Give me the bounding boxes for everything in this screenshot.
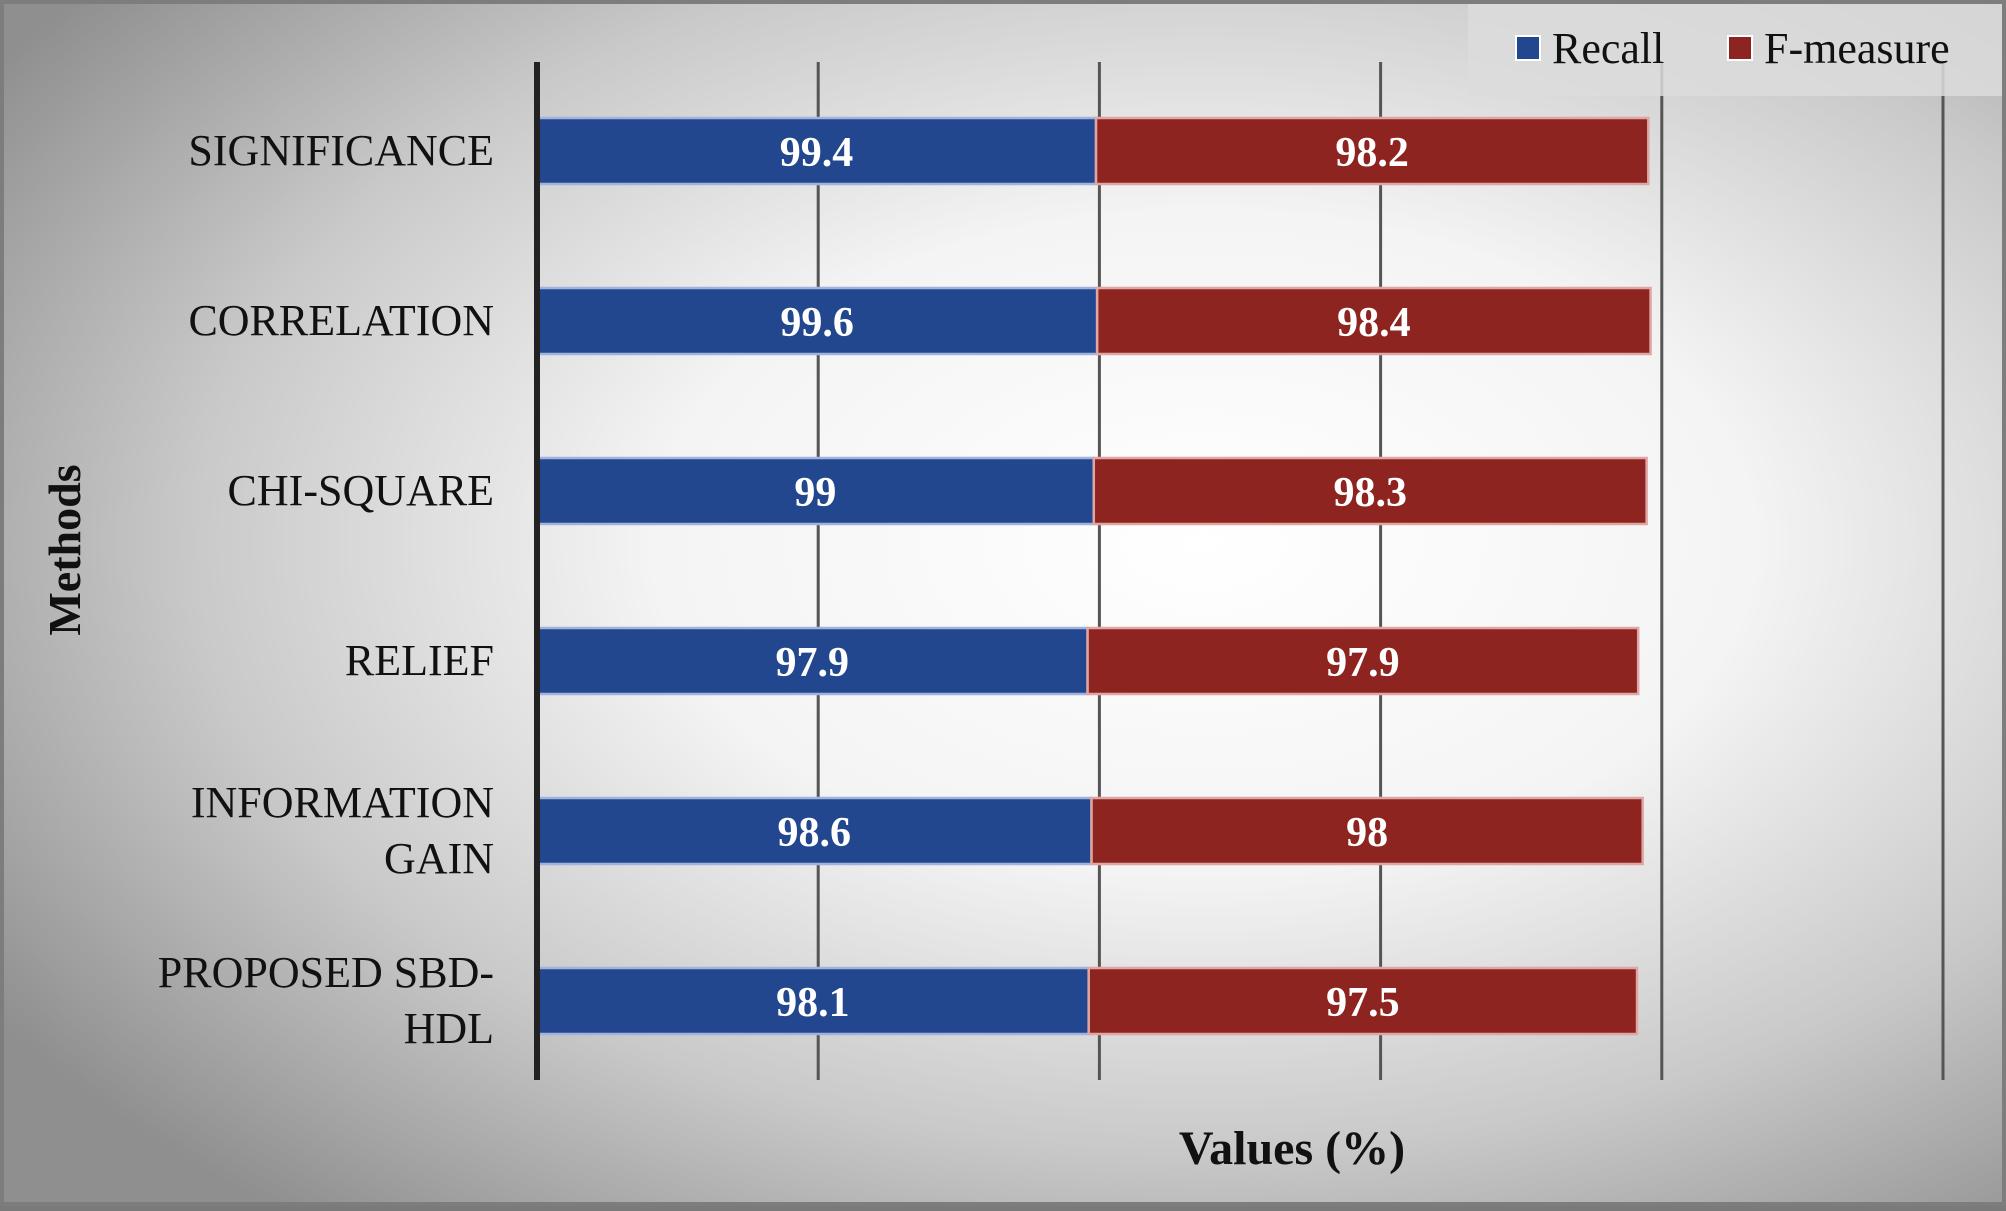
data-label-recall-3: 99 [794, 470, 836, 516]
category-label-3-line-1: CHI-SQUARE [228, 466, 494, 515]
data-label-f-measure-1: 98.2 [1335, 130, 1409, 176]
bar-recall-5 [535, 796, 1093, 866]
data-label-recall-6: 98.1 [776, 980, 850, 1026]
category-label-1: SIGNIFICANCE [188, 126, 494, 175]
data-label-f-measure-2: 98.4 [1337, 300, 1411, 346]
bar-recall-1 [535, 116, 1098, 186]
category-label-3: CHI-SQUARE [228, 466, 494, 515]
category-label-2-line-1: CORRELATION [188, 296, 494, 345]
category-label-6: PROPOSED SBD- HDL [158, 948, 494, 1053]
data-label-recall-1: 99.4 [780, 130, 854, 176]
category-label-1-line-1: SIGNIFICANCE [188, 126, 494, 175]
category-label-4: RELIEF [345, 636, 494, 685]
bar-f-measure-4 [1086, 626, 1640, 696]
legend-swatch-recall [1515, 35, 1541, 61]
legend-label-recall: Recall [1552, 24, 1664, 73]
data-label-recall-5: 98.6 [778, 810, 852, 856]
data-label-f-measure-6: 97.5 [1326, 980, 1400, 1026]
data-label-f-measure-5: 98 [1346, 810, 1388, 856]
legend-label-f-measure: F-measure [1764, 24, 1950, 73]
category-label-6-line-1: PROPOSED SBD- [158, 948, 494, 997]
bar-f-measure-2 [1095, 286, 1652, 356]
y-axis-title: Methods [39, 464, 90, 635]
bar-f-measure-3 [1092, 456, 1648, 526]
bar-f-measure-1 [1094, 116, 1650, 186]
category-label-5: INFORMATION GAIN [191, 778, 494, 883]
bar-recall-6 [535, 966, 1090, 1036]
bar-f-measure-6 [1087, 966, 1639, 1036]
category-label-5-line-2: GAIN [384, 834, 494, 883]
data-label-f-measure-4: 97.9 [1326, 640, 1400, 686]
data-label-f-measure-3: 98.3 [1333, 470, 1407, 516]
category-label-5-line-1: INFORMATION [191, 778, 494, 827]
data-label-recall-4: 97.9 [776, 640, 850, 686]
legend-swatch-f-measure [1727, 35, 1753, 61]
data-label-recall-2: 99.6 [780, 300, 854, 346]
bar-f-measure-5 [1090, 796, 1644, 866]
category-label-2: CORRELATION [188, 296, 494, 345]
category-label-6-line-2: HDL [404, 1004, 494, 1053]
category-label-4-line-1: RELIEF [345, 636, 494, 685]
x-axis-title: Values (%) [1179, 1122, 1405, 1175]
